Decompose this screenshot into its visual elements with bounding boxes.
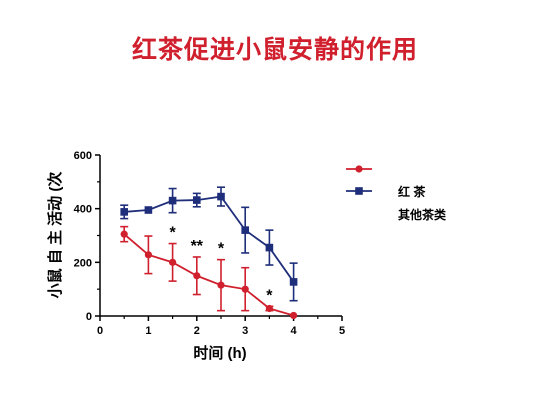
x-tick-label: 5	[339, 325, 345, 337]
series-black-tea	[120, 225, 298, 320]
x-tick-label: 0	[97, 325, 103, 337]
data-point	[241, 285, 249, 293]
y-tick-label: 600	[74, 150, 92, 162]
x-tick-label: 4	[291, 325, 298, 337]
axes: 0 1 2 3 4 5 0 200 400 600	[74, 150, 345, 337]
data-point	[241, 226, 249, 234]
y-tick-label: 400	[74, 204, 92, 216]
significance-marker: *	[266, 287, 273, 304]
legend-label: 红 茶	[398, 184, 426, 199]
legend-item-black-tea	[346, 165, 372, 173]
annotation-layer: *** **	[169, 225, 273, 305]
x-tick-label: 1	[145, 325, 151, 337]
data-point	[289, 278, 298, 286]
data-point	[193, 272, 201, 280]
series-line	[124, 195, 295, 283]
series-line	[123, 233, 294, 317]
series-layer	[120, 186, 298, 320]
significance-marker: *	[218, 241, 225, 258]
data-point	[120, 230, 128, 238]
data-point	[144, 251, 152, 259]
y-tick-label: 0	[86, 311, 92, 323]
data-point	[120, 208, 128, 216]
data-point	[265, 243, 274, 252]
data-point	[265, 304, 273, 313]
legend-marker	[355, 187, 363, 195]
y-tick-label: 200	[74, 257, 92, 269]
data-point	[144, 206, 153, 214]
data-point	[193, 196, 201, 204]
data-point	[217, 192, 225, 201]
data-point	[217, 281, 225, 289]
legend-marker	[355, 165, 363, 173]
x-axis-label: 时间 (h)	[193, 344, 246, 362]
legend-item-other-tea	[346, 187, 372, 195]
x-tick-label: 2	[194, 325, 200, 337]
legend-label: 其他茶类	[398, 207, 447, 222]
y-axis-label: 小鼠 自 主 活动 (次	[46, 172, 64, 299]
x-tick-label: 3	[242, 325, 248, 337]
significance-marker: *	[169, 225, 176, 242]
series-other-tea	[120, 186, 298, 302]
data-point	[169, 258, 177, 266]
slide-title: 红茶促进小鼠安静的作用	[131, 35, 418, 64]
data-point	[290, 311, 298, 320]
significance-marker: **	[191, 238, 204, 255]
data-point	[168, 196, 177, 205]
